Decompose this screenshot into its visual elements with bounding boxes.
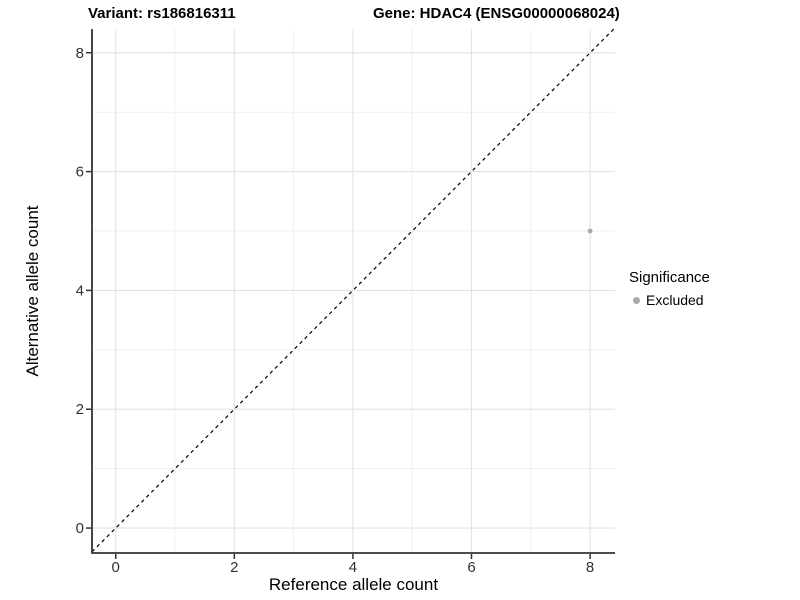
legend-item-excluded: Excluded [633,292,710,308]
x-tick-label: 2 [230,559,238,576]
data-point [587,228,593,234]
x-axis-title: Reference allele count [268,575,439,594]
legend: Significance Excluded [629,269,710,308]
legend-point-icon [633,296,640,304]
y-tick-label: 0 [76,520,84,537]
x-tick-label: 8 [586,559,594,576]
legend-item-label: Excluded [646,292,704,308]
y-tick-label: 6 [76,164,84,181]
y-tick-label: 8 [76,45,84,62]
x-tick-label: 4 [349,559,357,576]
y-axis-title: Alternative allele count [23,205,42,377]
x-tick-label: 0 [112,559,120,576]
y-tick-label: 2 [76,401,84,418]
plot-title-gene: Gene: HDAC4 (ENSG00000068024) [373,5,620,22]
legend-title: Significance [629,269,710,286]
y-tick-label: 4 [76,282,84,299]
plot-title-variant: Variant: rs186816311 [88,5,236,22]
axis-lines [91,29,615,554]
x-tick-label: 6 [467,559,475,576]
